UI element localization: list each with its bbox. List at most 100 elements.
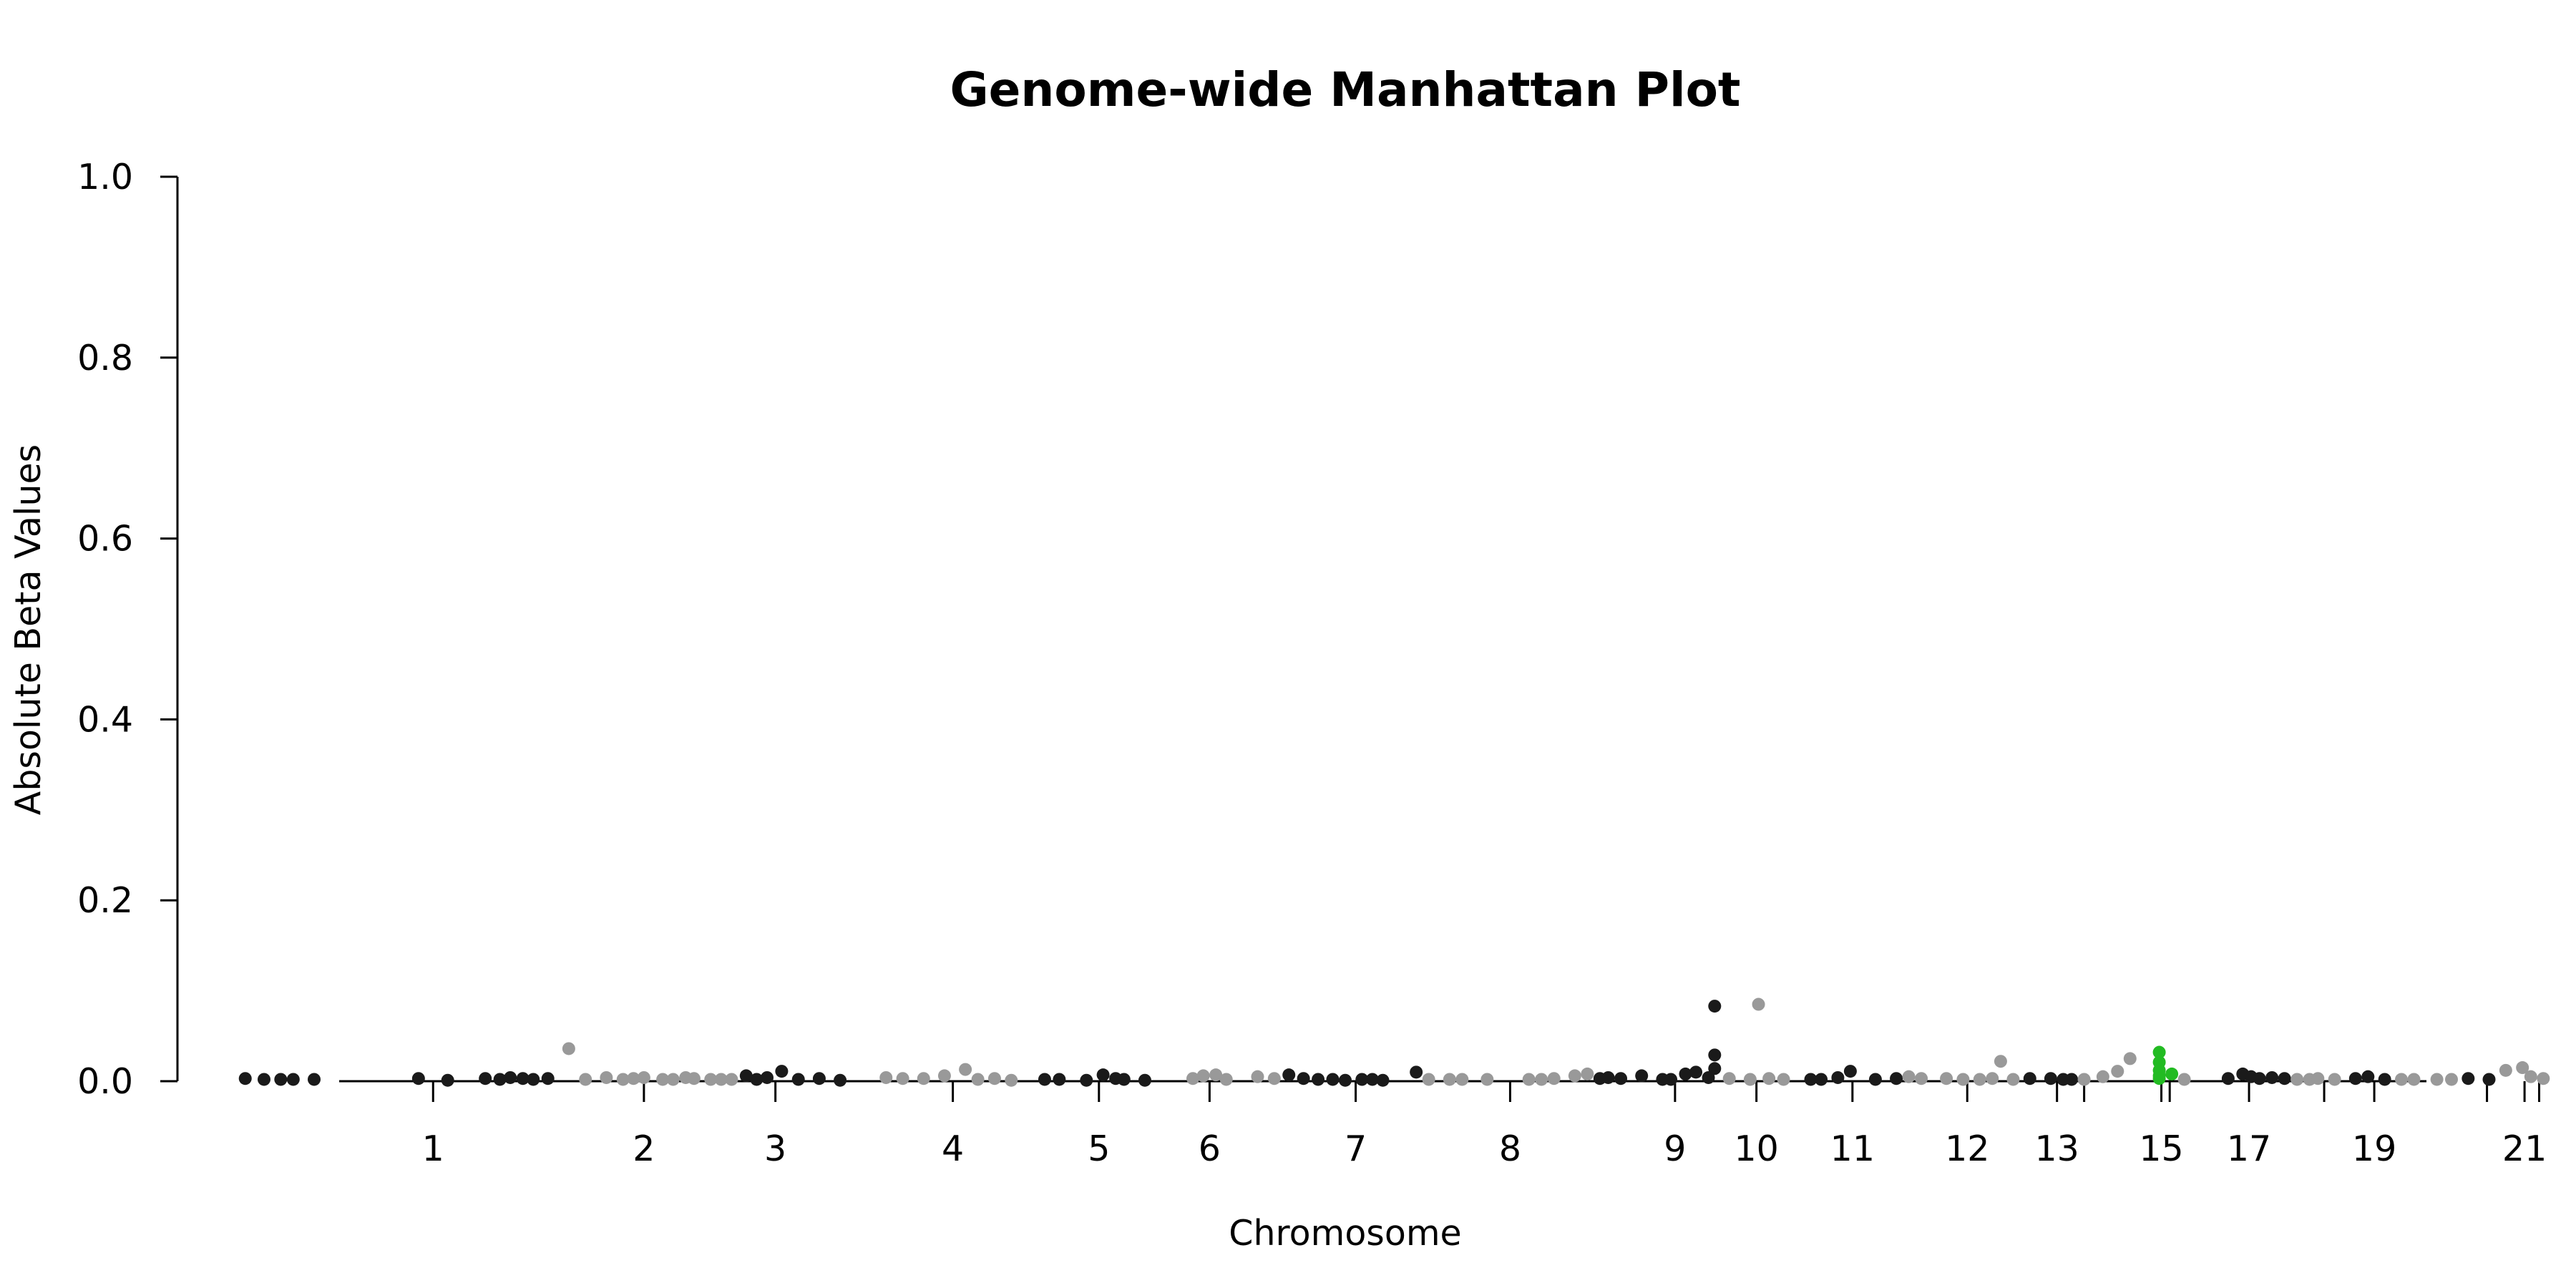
data-point	[1890, 1072, 1903, 1085]
y-tick-label: 0.6	[77, 519, 133, 560]
data-point	[2096, 1070, 2109, 1083]
data-point	[616, 1073, 630, 1086]
data-point	[2430, 1073, 2444, 1086]
data-point	[2445, 1073, 2459, 1086]
data-point	[1664, 1073, 1678, 1086]
data-point	[1679, 1067, 1692, 1080]
data-point	[1815, 1073, 1828, 1086]
data-point	[1251, 1070, 1264, 1083]
data-point	[1689, 1065, 1703, 1079]
data-point	[1312, 1073, 1325, 1086]
data-point	[411, 1072, 425, 1085]
data-point	[257, 1073, 270, 1086]
y-tick-label: 1.0	[77, 157, 133, 197]
data-point	[714, 1073, 728, 1086]
data-point	[1138, 1073, 1151, 1087]
data-point	[937, 1069, 951, 1083]
y-tick-label: 0.8	[77, 338, 133, 379]
data-point	[1080, 1073, 1093, 1087]
data-point	[1422, 1073, 1435, 1086]
data-point	[1752, 997, 1765, 1011]
data-point	[516, 1072, 530, 1085]
data-point	[1443, 1073, 1456, 1086]
data-point	[1480, 1073, 1494, 1086]
data-point	[879, 1070, 893, 1084]
data-point	[2077, 1073, 2091, 1086]
data-point	[2348, 1072, 2362, 1085]
data-point	[1096, 1068, 1110, 1082]
data-point	[2407, 1073, 2421, 1086]
data-point	[1005, 1073, 1018, 1087]
x-tick-label: 4	[942, 1128, 964, 1169]
x-tick-label: 17	[2227, 1128, 2271, 1169]
data-point	[971, 1073, 985, 1086]
data-point	[2065, 1073, 2079, 1086]
data-point	[896, 1072, 909, 1085]
data-point	[739, 1069, 753, 1083]
y-tick-label: 0.2	[77, 880, 133, 921]
data-point	[600, 1070, 613, 1084]
data-point	[1297, 1072, 1310, 1085]
data-point	[1581, 1067, 1594, 1080]
data-point	[1777, 1073, 1790, 1086]
data-point	[1410, 1065, 1423, 1079]
data-point	[2499, 1063, 2512, 1077]
data-point	[1708, 1048, 1722, 1062]
data-point	[637, 1070, 650, 1084]
x-axis-ticks: 1 2 3 4 5 6 7 8 9 10 11 12 13 15 17 19 21	[422, 1081, 2547, 1169]
data-point	[1117, 1073, 1131, 1086]
data-point	[1326, 1073, 1340, 1086]
data-point	[760, 1070, 774, 1084]
data-point	[704, 1073, 718, 1086]
data-point	[286, 1073, 300, 1086]
data-point	[504, 1070, 517, 1084]
data-point	[274, 1073, 288, 1086]
data-point	[656, 1073, 670, 1086]
y-tick-label: 0.4	[77, 699, 133, 740]
data-point	[2111, 1065, 2124, 1078]
data-point	[2123, 1052, 2137, 1065]
x-tick-label: 1	[422, 1128, 444, 1169]
data-point	[2221, 1072, 2235, 1085]
data-point	[1376, 1073, 1390, 1087]
data-point	[959, 1063, 972, 1076]
data-points	[238, 997, 2550, 1087]
data-point	[2482, 1073, 2496, 1086]
data-point	[1902, 1070, 1916, 1083]
x-tick-label: 19	[2352, 1128, 2396, 1169]
data-point	[2290, 1073, 2304, 1086]
data-point	[1209, 1068, 1223, 1082]
data-point	[812, 1072, 826, 1085]
data-point	[1219, 1073, 1233, 1086]
data-point	[775, 1065, 789, 1078]
data-point	[1843, 1065, 1857, 1078]
data-point	[1743, 1073, 1757, 1086]
data-point	[2537, 1072, 2550, 1085]
x-tick-label: 8	[1499, 1128, 1521, 1169]
data-point	[2044, 1072, 2057, 1085]
data-point	[1338, 1073, 1352, 1087]
data-point	[1535, 1073, 1548, 1086]
x-tick-label: 7	[1345, 1128, 1367, 1169]
data-point	[527, 1073, 540, 1086]
data-point	[917, 1072, 930, 1085]
data-point	[2177, 1073, 2191, 1086]
data-point	[1702, 1070, 1715, 1084]
data-point	[725, 1073, 738, 1086]
data-point	[1196, 1069, 1210, 1083]
data-point	[1038, 1073, 1051, 1086]
y-tick-label: 0.0	[77, 1061, 133, 1102]
x-tick-label: 9	[1664, 1128, 1686, 1169]
data-point	[627, 1072, 640, 1085]
data-point	[2311, 1072, 2325, 1085]
data-point	[2152, 1045, 2166, 1059]
data-point	[1994, 1055, 2007, 1068]
data-point	[2462, 1072, 2475, 1085]
x-tick-label: 13	[2035, 1128, 2079, 1169]
y-axis-label: Absolute Beta Values	[8, 444, 49, 815]
data-point	[2265, 1070, 2279, 1084]
data-point	[1762, 1072, 1776, 1085]
data-point	[987, 1072, 1001, 1085]
data-point	[1522, 1073, 1536, 1086]
data-point	[1282, 1068, 1296, 1082]
